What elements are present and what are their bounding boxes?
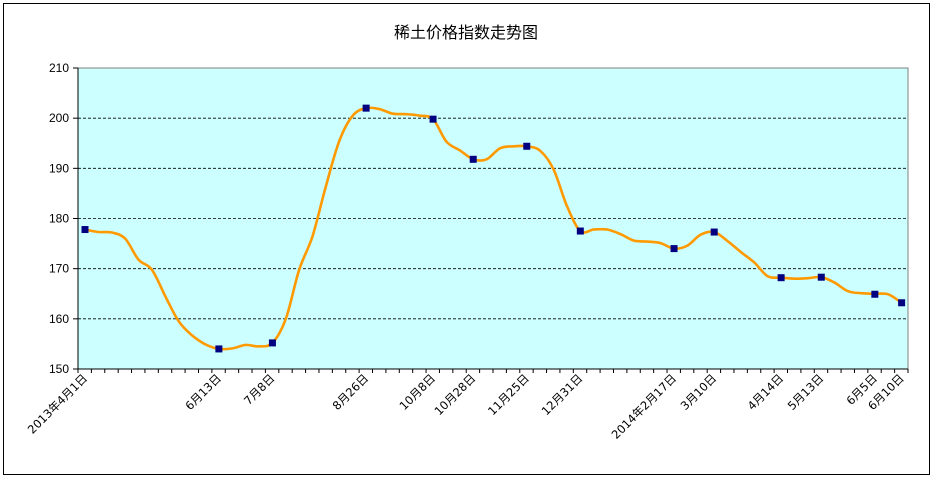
data-point-marker [777,274,785,282]
data-point-marker [523,142,531,150]
markers-group [81,104,906,353]
data-point-marker [670,245,678,253]
x-tick-label: 11月25日 [485,371,532,418]
x-tick-label: 10月28日 [431,371,478,418]
y-tick-label: 150 [49,362,69,376]
x-tick-label: 4月14日 [745,371,787,413]
data-point-marker [898,299,906,307]
data-point-marker [817,273,825,281]
y-tick-label: 180 [49,212,69,226]
data-point-marker [576,227,584,235]
data-point-marker [710,228,718,236]
y-tick-label: 170 [49,262,69,276]
x-tick-label: 5月13日 [785,371,827,413]
data-point-marker [215,345,223,353]
data-point-marker [469,155,477,163]
x-tick-label: 12月31日 [539,371,586,418]
x-tick-label: 2014年2月17日 [609,371,680,442]
y-tick-label: 190 [49,161,69,175]
y-tick-label: 210 [49,61,69,75]
data-point-marker [871,290,879,298]
y-axis: 150 160 170 180 190 200 210 [49,61,79,376]
y-tick-label: 160 [49,312,69,326]
data-point-marker [268,339,276,347]
x-tick-label: 2013年4月1日 [25,371,90,436]
x-tick-label: 6月13日 [182,371,224,413]
x-tick-label: 3月10日 [678,371,720,413]
gridlines [78,117,908,320]
data-point-marker [81,226,89,234]
data-point-marker [429,115,437,123]
x-tick-label: 7月8日 [241,371,278,408]
y-tick-label: 200 [49,111,69,125]
x-tick-label: 8月26日 [330,371,372,413]
chart-title: 稀土价格指数走势图 [394,23,538,42]
data-point-marker [362,104,370,112]
